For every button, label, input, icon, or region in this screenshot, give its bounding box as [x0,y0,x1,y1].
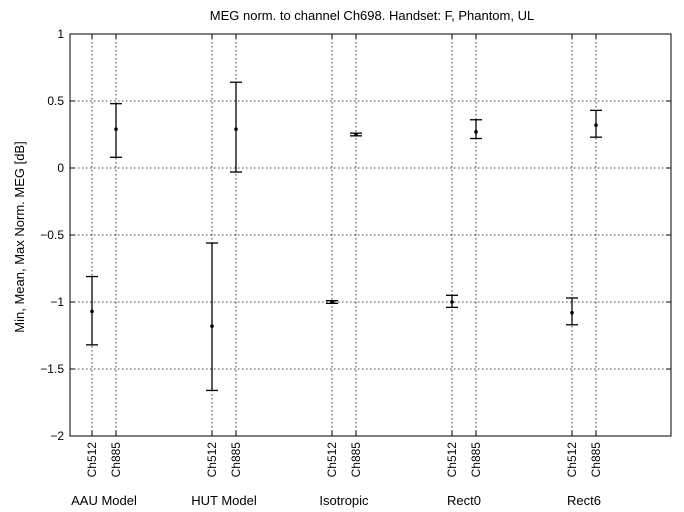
x-group-label: Rect0 [447,493,481,508]
mean-marker [450,300,454,304]
y-tick-label: −1.5 [40,362,64,376]
x-tick-label-channel: Ch885 [349,442,363,478]
x-tick-label-channel: Ch512 [85,442,99,478]
x-tick-label-channel: Ch512 [205,442,219,478]
x-group-label: Rect6 [567,493,601,508]
x-tick-label-channel: Ch885 [229,442,243,478]
chart-title: MEG norm. to channel Ch698. Handset: F, … [210,8,534,23]
x-tick-label-channel: Ch885 [109,442,123,478]
x-group-label: AAU Model [71,493,137,508]
y-tick-label: −2 [50,429,64,443]
x-tick-label-channel: Ch512 [445,442,459,478]
y-tick-label: 1 [57,27,64,41]
mean-marker [570,310,574,315]
mean-marker [330,300,334,304]
mean-marker [234,127,238,131]
y-tick-label: −0.5 [40,228,64,242]
x-tick-label-channel: Ch885 [589,442,603,478]
y-tick-label: 0.5 [47,94,64,108]
mean-marker [114,127,118,131]
x-group-label: Isotropic [319,493,369,508]
x-tick-label-channel: Ch885 [469,442,483,478]
mean-marker [354,132,358,137]
mean-marker [210,324,214,328]
grid-lines [70,33,671,437]
y-axis-label: Min, Mean, Max Norm. MEG [dB] [12,141,27,332]
mean-marker [594,123,598,127]
y-tick-label: 0 [57,161,64,175]
x-tick-label-channel: Ch512 [565,442,579,478]
error-bars [86,81,602,392]
x-tick-label-channel: Ch512 [325,442,339,478]
mean-marker [90,309,94,314]
axes: −2 −1.5 −1 −0.5 0 0.5 1 Ch512 Ch885 AAU Model Ch51… [40,27,671,508]
y-tick-label: −1 [50,295,64,309]
x-group-label: HUT Model [191,493,257,508]
mean-marker [474,130,478,134]
